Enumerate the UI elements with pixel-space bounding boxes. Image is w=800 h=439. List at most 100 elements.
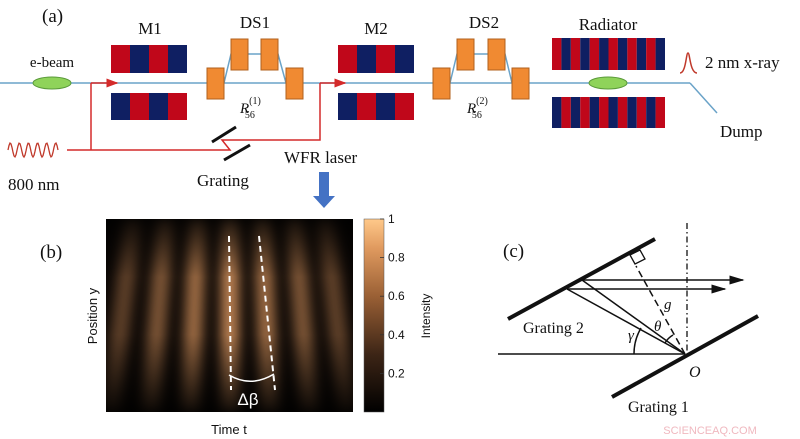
r56-2-label: R(2) 56 bbox=[466, 96, 488, 121]
chicane-trajectory bbox=[449, 53, 513, 84]
colorbar-tick-label: 1 bbox=[388, 212, 395, 226]
magnet-pole bbox=[608, 97, 618, 128]
colorbar-tick-label: 0.4 bbox=[388, 328, 405, 342]
dump-line bbox=[689, 82, 718, 114]
magnet-pole bbox=[617, 38, 628, 70]
right-angle-mark bbox=[629, 249, 646, 265]
electron-bunch-radiator bbox=[588, 76, 628, 90]
magnet-pole bbox=[130, 93, 149, 120]
fringe-guide-right bbox=[258, 235, 276, 391]
panel-c: (c) g θ γ O Grating 2 Grating 1 bbox=[498, 223, 759, 416]
magnet-pole bbox=[589, 38, 600, 70]
delta-beta-arc bbox=[228, 373, 275, 382]
magnet-pole bbox=[552, 97, 562, 128]
magnet-pole bbox=[561, 97, 571, 128]
r56-1-label: R(1) 56 bbox=[239, 96, 261, 121]
magnet-pole bbox=[552, 38, 562, 70]
grating-1 bbox=[611, 314, 759, 399]
x-axis-label: Time t bbox=[211, 422, 247, 437]
magnet-pole bbox=[130, 45, 149, 73]
laser-path bbox=[67, 83, 321, 151]
magnet-pole bbox=[561, 38, 571, 70]
colorbar-tick-label: 0.8 bbox=[388, 251, 405, 265]
magnet-pole bbox=[168, 93, 187, 120]
chicane-trajectory bbox=[223, 53, 287, 84]
down-arrow-icon bbox=[313, 172, 335, 208]
dipole-magnet bbox=[432, 67, 451, 100]
magnet-pole bbox=[646, 97, 656, 128]
magnet-pole bbox=[646, 38, 656, 70]
dipole-magnet bbox=[285, 67, 304, 100]
fringe-guide-left bbox=[228, 235, 232, 391]
gamma-arc bbox=[633, 327, 642, 355]
xray-label: 2 nm x-ray bbox=[705, 53, 780, 72]
magnet-pole bbox=[580, 97, 590, 128]
laser-wave-icon bbox=[7, 142, 59, 159]
magnet-pole bbox=[636, 38, 647, 70]
ray-2 bbox=[581, 279, 686, 355]
origin-label: O bbox=[689, 364, 701, 381]
wfr-laser-label: WFR laser bbox=[284, 148, 358, 167]
laser-wavelength-label: 800 nm bbox=[8, 175, 59, 194]
g-label: g bbox=[664, 297, 672, 313]
magnet-pole bbox=[149, 93, 168, 120]
magnet-pole bbox=[149, 45, 168, 73]
panel-c-label: (c) bbox=[503, 241, 524, 262]
radiator-label: Radiator bbox=[579, 15, 638, 34]
panel-b: (b) Δβ Time t Position y 1 0.8 0.6 0.4 0.2 I… bbox=[40, 212, 433, 437]
xray-pulse-icon bbox=[679, 52, 698, 74]
magnet-pole bbox=[357, 93, 376, 120]
grating-2 bbox=[507, 237, 656, 321]
electron-bunch bbox=[32, 76, 72, 90]
dipole-magnet bbox=[260, 38, 279, 71]
panel-a-label: (a) bbox=[42, 6, 63, 27]
ds1-label: DS1 bbox=[240, 13, 270, 32]
magnet-pole bbox=[376, 45, 395, 73]
magnet-pole bbox=[357, 45, 376, 73]
modulator-m1 bbox=[111, 45, 187, 120]
magnet-pole bbox=[395, 45, 414, 73]
magnet-pole bbox=[627, 38, 637, 70]
gamma-label: γ bbox=[628, 328, 635, 344]
grating-2-label: Grating 2 bbox=[523, 320, 584, 337]
dipole-magnet bbox=[456, 38, 475, 71]
m1-label: M1 bbox=[138, 19, 162, 38]
theta-arc bbox=[664, 334, 674, 344]
magnet-pole bbox=[655, 97, 665, 128]
magnet-pole bbox=[376, 93, 395, 120]
grating-distance-g bbox=[635, 265, 686, 355]
colorbar bbox=[363, 218, 385, 413]
delta-beta-label: Δβ bbox=[237, 390, 258, 409]
colorbar-ticks: 1 0.8 0.6 0.4 0.2 bbox=[380, 212, 405, 380]
panel-b-label: (b) bbox=[40, 242, 62, 263]
magnet-pole bbox=[570, 38, 581, 70]
ebeam-label: e-beam bbox=[30, 55, 74, 71]
grating-lower bbox=[223, 143, 251, 162]
radiator-undulator bbox=[552, 38, 665, 128]
colorbar-label: Intensity bbox=[419, 294, 433, 339]
dipole-magnet bbox=[206, 67, 225, 100]
grating-label: Grating bbox=[197, 171, 249, 190]
magnet-pole bbox=[627, 97, 637, 128]
magnet-pole bbox=[168, 45, 187, 73]
grating-1-label: Grating 1 bbox=[628, 399, 689, 416]
magnet-pole bbox=[599, 38, 609, 70]
watermark: SCIENCEAQ.COM bbox=[663, 425, 757, 437]
theta-label: θ bbox=[654, 319, 662, 335]
magnet-pole bbox=[395, 93, 414, 120]
colorbar-tick-label: 0.2 bbox=[388, 366, 405, 380]
magnet-pole bbox=[617, 97, 628, 128]
magnet-pole bbox=[111, 45, 130, 73]
grating-upper bbox=[211, 125, 237, 144]
chicane-ds2 bbox=[432, 38, 530, 100]
magnet-pole bbox=[338, 93, 357, 120]
colorbar-tick-label: 0.6 bbox=[388, 289, 405, 303]
magnet-pole bbox=[599, 97, 609, 128]
magnet-pole bbox=[589, 97, 600, 128]
modulator-m2 bbox=[338, 45, 414, 120]
dipole-magnet bbox=[230, 38, 249, 71]
panel-a: (a) e-beam M1 M2 Radiator DS1 R(1) 56 DS2… bbox=[0, 6, 780, 208]
chicane-ds1 bbox=[206, 38, 304, 100]
ds2-label: DS2 bbox=[469, 13, 499, 32]
